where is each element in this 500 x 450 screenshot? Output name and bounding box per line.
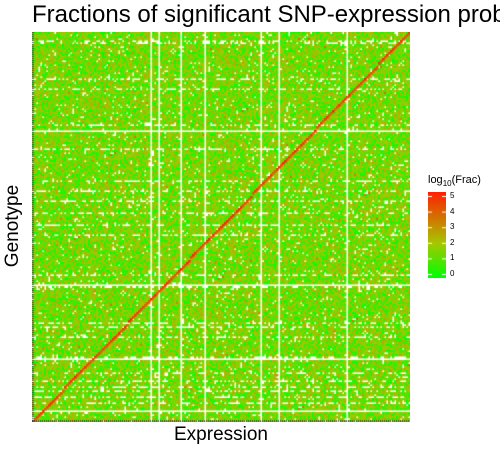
legend-tick-label: 1 [450, 254, 454, 262]
legend-title-suffix: (Frac) [452, 174, 481, 186]
heatmap-grid [32, 32, 410, 422]
legend-tick-label: 5 [450, 192, 454, 200]
y-axis-label: Genotype [2, 185, 24, 267]
legend-tick-label: 3 [450, 223, 454, 231]
legend-title-prefix: log [428, 174, 443, 186]
legend-tick-label: 2 [450, 239, 454, 247]
legend-tick-label: 4 [450, 208, 454, 216]
x-axis-label: Expression [32, 424, 410, 446]
legend-tick-label: 0 [450, 270, 454, 278]
legend-color-bar [428, 192, 446, 278]
legend-title: log10(Frac) [428, 174, 500, 188]
legend-title-subscript: 10 [443, 179, 452, 188]
chart-title: Fractions of significant SNP-expression … [32, 1, 500, 29]
